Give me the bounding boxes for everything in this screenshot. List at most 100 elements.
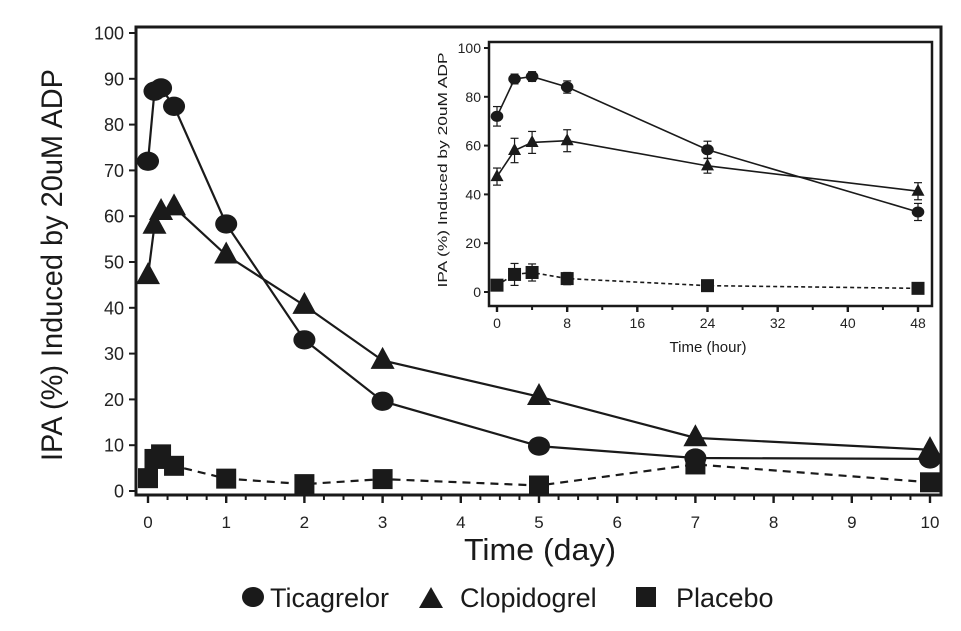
main-x-axis: 0 1 2 3 4 5 6 7 8 9 10 (143, 495, 939, 532)
legend-item-clopidogrel: Clopidogrel (419, 583, 597, 613)
main-placebo-point (529, 475, 549, 496)
inset-ticagrelor-point (911, 206, 925, 218)
inset-ticagrelor-point (490, 110, 504, 122)
main-placebo-point (372, 469, 393, 490)
inset-x-tick-label: 40 (840, 315, 856, 331)
inset-placebo-point (508, 267, 522, 281)
main-y-tick-label: 100 (94, 23, 124, 43)
main-y-tick-label: 30 (104, 344, 124, 364)
main-placebo-line (146, 452, 931, 487)
main-ticagrelor-point (150, 78, 173, 98)
main-x-tick-label: 4 (456, 513, 465, 532)
main-y-tick-label: 20 (104, 390, 124, 410)
main-y-tick-label: 10 (104, 436, 124, 456)
inset-x-tick-label: 0 (493, 315, 501, 331)
main-clopidogrel-point (292, 291, 317, 314)
legend-item-ticagrelor: Ticagrelor (242, 583, 389, 613)
legend-circle-marker (242, 587, 264, 607)
inset-placebo-point (560, 272, 574, 286)
inset-clopidogrel-point (560, 133, 574, 146)
inset-y-axis-title: IPA (%) Induced by 20uM ADP (435, 53, 450, 288)
inset-placebo-point (911, 281, 925, 295)
inset-x-tick-label: 32 (770, 315, 786, 331)
main-y-tick-label: 50 (104, 252, 124, 272)
main-placebo-point (294, 474, 315, 495)
legend-label-clopidogrel: Clopidogrel (460, 583, 597, 613)
inset-y-tick-label: 80 (465, 89, 481, 105)
main-ticagrelor-point (293, 330, 316, 350)
inset-y-tick-label: 60 (465, 138, 481, 154)
main-x-tick-label: 8 (769, 513, 778, 532)
main-placebo-point (164, 455, 185, 476)
inset-clopidogrel-point (490, 169, 504, 182)
main-clopidogrel-point (683, 424, 708, 447)
inset-clopidogrel-point (701, 158, 714, 171)
main-placebo-point (920, 472, 940, 493)
inset-y-tick-label: 40 (465, 186, 481, 202)
inset-placebo-point (525, 265, 539, 279)
main-y-tick-label: 40 (104, 298, 124, 318)
inset-ticagrelor-point (525, 71, 539, 83)
main-x-tick-label: 7 (691, 513, 700, 532)
inset-x-axis: 0 8 16 24 32 40 48 (493, 306, 926, 331)
inset-series (490, 71, 925, 295)
main-y-tick-label: 0 (114, 481, 124, 501)
main-clopidogrel-point (214, 241, 239, 264)
main-placebo-point (685, 454, 706, 475)
main-x-tick-label: 3 (378, 513, 387, 532)
inset-ticagrelor-line (496, 75, 919, 213)
legend-item-placebo: Placebo (636, 583, 774, 613)
inset-ticagrelor-point (560, 81, 574, 93)
inset-clopidogrel-point (911, 183, 925, 196)
legend-triangle-marker (419, 587, 443, 608)
inset-x-tick-label: 24 (700, 315, 716, 331)
inset-plot: 0 20 40 60 80 100 0 8 16 24 32 40 48 Time (hour) IP… (435, 40, 934, 356)
main-x-tick-label: 6 (612, 513, 621, 532)
main-ticagrelor-point (215, 214, 238, 234)
main-clopidogrel-point (142, 211, 167, 234)
inset-y-tick-label: 0 (473, 284, 481, 300)
main-placebo-point (138, 468, 158, 489)
main-series (136, 78, 942, 496)
main-ticagrelor-point (163, 96, 186, 116)
inset-x-tick-label: 16 (630, 315, 646, 331)
inset-plot-frame (487, 40, 934, 308)
inset-y-tick-label: 20 (465, 235, 481, 251)
inset-x-tick-label: 48 (910, 315, 926, 331)
inset-ticagrelor-point (508, 73, 521, 85)
main-x-axis-title: Time (day) (464, 532, 616, 567)
inset-y-tick-label: 100 (458, 40, 482, 56)
legend-square-marker (636, 587, 656, 607)
inset-plot-background (489, 42, 932, 306)
legend-label-placebo: Placebo (676, 583, 774, 613)
main-y-tick-label: 70 (104, 161, 124, 181)
inset-placebo-point (490, 278, 504, 292)
inset-y-axis: 0 20 40 60 80 100 (458, 40, 489, 300)
inset-clopidogrel-point (508, 143, 522, 156)
main-ticagrelor-point (371, 391, 394, 411)
main-x-tick-label: 2 (300, 513, 309, 532)
main-x-tick-label: 0 (143, 513, 152, 532)
main-x-tick-label: 10 (921, 513, 940, 532)
inset-x-tick-label: 8 (563, 315, 571, 331)
main-x-tick-label: 1 (221, 513, 230, 532)
main-x-tick-label: 9 (847, 513, 856, 532)
inset-ticagrelor-point (701, 144, 714, 156)
main-y-tick-label: 60 (104, 207, 124, 227)
main-y-axis-title: IPA (%) Induced by 20uM ADP (36, 69, 69, 461)
main-y-axis: 0 10 20 30 40 50 60 70 80 90 100 (94, 23, 136, 501)
main-y-tick-label: 90 (104, 69, 124, 89)
main-clopidogrel-point (918, 436, 942, 459)
main-clopidogrel-point (527, 383, 551, 406)
main-clopidogrel-point (136, 262, 160, 285)
main-clopidogrel-point (162, 193, 187, 216)
legend: Ticagrelor Clopidogrel Placebo (242, 583, 774, 613)
main-ticagrelor-point (527, 436, 551, 456)
main-placebo-point (216, 468, 237, 489)
inset-x-axis-title: Time (hour) (670, 339, 747, 356)
main-clopidogrel-point (370, 346, 395, 369)
main-ticagrelor-point (136, 151, 160, 171)
main-x-tick-label: 5 (534, 513, 543, 532)
legend-label-ticagrelor: Ticagrelor (270, 583, 389, 613)
inset-placebo-point (701, 279, 714, 293)
